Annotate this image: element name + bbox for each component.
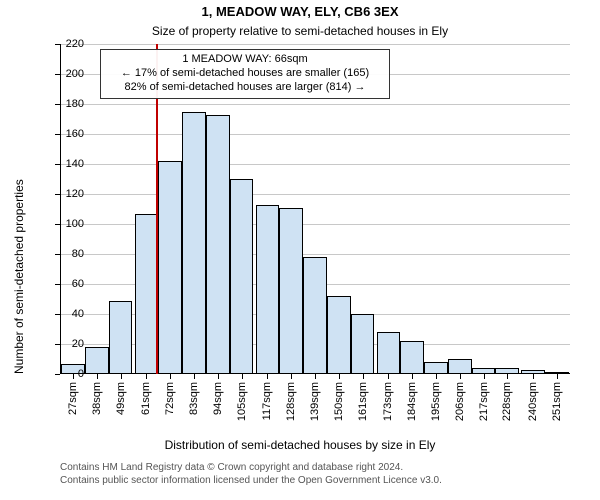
- x-tick-label: 173sqm: [382, 382, 394, 421]
- histogram-bar: [327, 296, 351, 374]
- y-tick-label: 180: [66, 98, 84, 110]
- histogram-bar: [230, 179, 254, 374]
- x-tick-mark: [460, 374, 461, 379]
- histogram-bar: [377, 332, 401, 374]
- x-tick-label: 251sqm: [551, 382, 563, 421]
- y-tick-mark: [55, 74, 60, 75]
- histogram-bar: [351, 314, 375, 374]
- y-tick-mark: [55, 44, 60, 45]
- histogram-bar: [85, 347, 109, 374]
- histogram-bar: [206, 115, 230, 375]
- y-tick-mark: [55, 194, 60, 195]
- y-tick-mark: [55, 134, 60, 135]
- x-tick-label: 184sqm: [406, 382, 418, 421]
- annotation-box: 1 MEADOW WAY: 66sqm ← 17% of semi-detach…: [100, 49, 390, 99]
- y-tick-mark: [55, 224, 60, 225]
- y-tick-mark: [55, 104, 60, 105]
- x-tick-label: 195sqm: [430, 382, 442, 421]
- x-tick-mark: [388, 374, 389, 379]
- y-tick-label: 160: [66, 128, 84, 140]
- x-tick-mark: [533, 374, 534, 379]
- y-tick-label: 120: [66, 188, 84, 200]
- y-tick-label: 220: [66, 38, 84, 50]
- y-axis-label: Number of semi-detached properties: [12, 179, 26, 374]
- x-axis-label: Distribution of semi-detached houses by …: [0, 438, 600, 452]
- y-tick-label: 80: [72, 248, 84, 260]
- histogram-bar: [279, 208, 303, 375]
- footer-line-1: Contains HM Land Registry data © Crown c…: [60, 462, 442, 475]
- annotation-line-2: ← 17% of semi-detached houses are smalle…: [111, 67, 379, 81]
- histogram-bar: [135, 214, 159, 375]
- x-tick-label: 105sqm: [236, 382, 248, 421]
- y-tick-label: 0: [78, 368, 84, 380]
- x-tick-label: 49sqm: [115, 382, 127, 415]
- y-tick-label: 40: [72, 308, 84, 320]
- y-tick-mark: [55, 344, 60, 345]
- y-tick-mark: [55, 254, 60, 255]
- histogram-bar: [109, 301, 133, 375]
- x-tick-label: 139sqm: [309, 382, 321, 421]
- histogram-bar: [158, 161, 182, 374]
- histogram-bar: [448, 359, 472, 374]
- y-tick-label: 200: [66, 68, 84, 80]
- x-tick-mark: [97, 374, 98, 379]
- annotation-line-3: 82% of semi-detached houses are larger (…: [111, 81, 379, 95]
- y-tick-mark: [55, 284, 60, 285]
- x-tick-mark: [507, 374, 508, 379]
- x-tick-mark: [315, 374, 316, 379]
- x-tick-label: 83sqm: [188, 382, 200, 415]
- x-tick-mark: [363, 374, 364, 379]
- x-tick-label: 94sqm: [212, 382, 224, 415]
- x-tick-label: 72sqm: [164, 382, 176, 415]
- y-tick-mark: [55, 374, 60, 375]
- x-tick-mark: [218, 374, 219, 379]
- x-tick-label: 161sqm: [357, 382, 369, 421]
- x-tick-label: 117sqm: [261, 382, 273, 420]
- histogram-bar: [424, 362, 448, 374]
- x-tick-label: 61sqm: [140, 382, 152, 415]
- x-tick-label: 240sqm: [527, 382, 539, 421]
- x-tick-label: 228sqm: [501, 382, 513, 421]
- x-tick-label: 206sqm: [454, 382, 466, 421]
- histogram-bar: [256, 205, 280, 375]
- x-tick-mark: [73, 374, 74, 379]
- histogram-bar: [182, 112, 206, 375]
- histogram-bar: [400, 341, 424, 374]
- y-tick-label: 60: [72, 278, 84, 290]
- y-tick-label: 100: [66, 218, 84, 230]
- footer-line-2: Contains public sector information licen…: [60, 475, 442, 488]
- x-tick-mark: [242, 374, 243, 379]
- x-tick-label: 38sqm: [91, 382, 103, 415]
- x-tick-label: 128sqm: [285, 382, 297, 421]
- x-tick-mark: [170, 374, 171, 379]
- chart-title: 1, MEADOW WAY, ELY, CB6 3EX: [0, 4, 600, 19]
- x-tick-mark: [339, 374, 340, 379]
- y-tick-mark: [55, 164, 60, 165]
- x-tick-mark: [121, 374, 122, 379]
- x-tick-label: 217sqm: [478, 382, 490, 421]
- histogram-bar: [303, 257, 327, 374]
- y-tick-mark: [55, 314, 60, 315]
- x-tick-mark: [412, 374, 413, 379]
- chart-subtitle: Size of property relative to semi-detach…: [0, 24, 600, 38]
- chart-container: { "chart": { "type": "histogram", "title…: [0, 0, 600, 500]
- x-tick-mark: [484, 374, 485, 379]
- x-tick-mark: [291, 374, 292, 379]
- x-tick-mark: [146, 374, 147, 379]
- x-tick-label: 150sqm: [333, 382, 345, 421]
- x-tick-mark: [267, 374, 268, 379]
- footer: Contains HM Land Registry data © Crown c…: [60, 462, 442, 487]
- x-tick-mark: [436, 374, 437, 379]
- y-tick-label: 140: [66, 158, 84, 170]
- y-tick-label: 20: [72, 338, 84, 350]
- x-tick-label: 27sqm: [67, 382, 79, 415]
- annotation-line-1: 1 MEADOW WAY: 66sqm: [111, 53, 379, 67]
- x-tick-mark: [557, 374, 558, 379]
- x-tick-mark: [194, 374, 195, 379]
